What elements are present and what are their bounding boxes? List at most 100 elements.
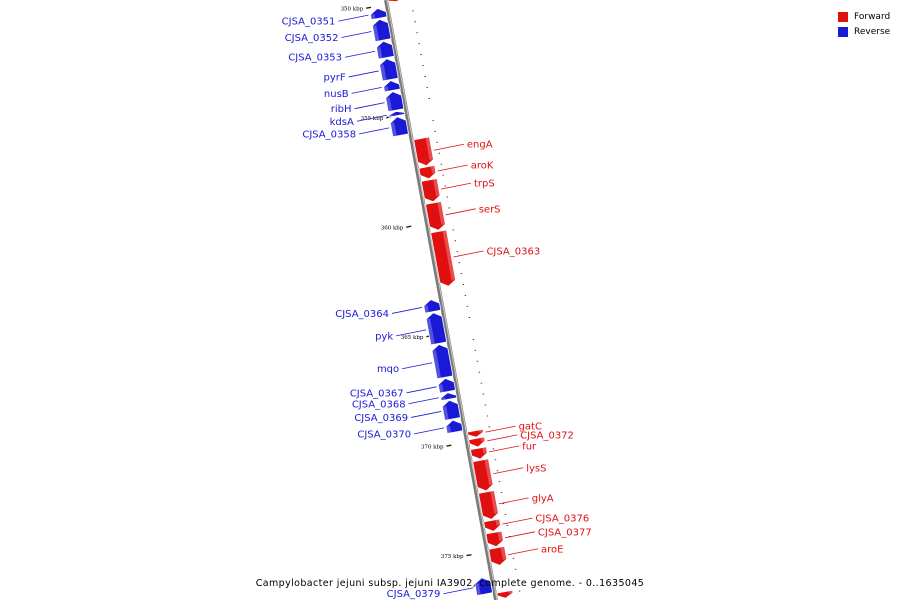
gene-shade	[440, 397, 446, 401]
gene-label-pyk[interactable]: pyk	[375, 331, 393, 342]
gene-arrow-partial-30[interactable]	[496, 589, 514, 599]
gene-arrow-enga[interactable]	[413, 136, 434, 167]
gene-label-arok[interactable]: aroK	[471, 161, 494, 172]
forward-swatch	[838, 11, 848, 22]
gene-label-cjsa-0368[interactable]: CJSA_0368	[352, 399, 406, 410]
gene-arrow-mqo[interactable]	[431, 344, 454, 380]
gene-arrow-pyrf[interactable]	[379, 58, 399, 82]
gene-shade	[490, 490, 499, 514]
gene-label-lyss[interactable]: lysS	[526, 463, 546, 474]
gene-label-ribh[interactable]: ribH	[331, 104, 352, 115]
gene-label-sers[interactable]: serS	[479, 204, 501, 215]
gene-arrow-fur[interactable]	[470, 446, 488, 460]
gene-shade	[438, 384, 444, 393]
gene-label-trps[interactable]: trpS	[474, 179, 495, 190]
gene-arrow-kdsa[interactable]	[388, 110, 406, 118]
label-leader	[433, 143, 464, 151]
gene-arrow-arok[interactable]	[418, 164, 437, 180]
gene-label-cjsa-0353[interactable]: CJSA_0353	[288, 53, 342, 64]
label-leader	[493, 467, 524, 475]
gene-arrow-cjsa-0370[interactable]	[445, 419, 464, 434]
gene-arrow-aroe[interactable]	[488, 545, 508, 566]
gene-label-cjsa-0369[interactable]: CJSA_0369	[354, 413, 408, 424]
gene-label-cjsa-0370[interactable]: CJSA_0370	[357, 429, 411, 440]
gene-label-cjsa-0379[interactable]: CJSA_0379	[387, 589, 441, 600]
genome-backbone	[384, 0, 498, 600]
gene-arrow-cjsa-0353[interactable]	[375, 40, 395, 60]
gene-label-cjsa-0376[interactable]: CJSA_0376	[535, 514, 589, 525]
gene-shade	[497, 531, 504, 542]
gene-arrow-trps[interactable]	[420, 178, 441, 203]
axis-ticks: 350 kbp 355 kbp 360 kbp 365 kbp 370 kbp 375 k…	[341, 6, 521, 592]
gene-arrow-cjsa-0379[interactable]	[474, 577, 494, 597]
gene-label-aroe[interactable]: aroE	[541, 544, 563, 555]
gene-shade	[433, 178, 441, 197]
gene-label-cjsa-0364[interactable]: CJSA_0364	[335, 309, 389, 320]
gene-arrow-partial-0[interactable]	[387, 0, 404, 2]
gene-arrow-ribh[interactable]	[385, 91, 405, 113]
gene-shade	[445, 425, 452, 434]
gene-shade	[432, 350, 442, 379]
axis-tick	[406, 225, 412, 228]
label-leader	[507, 548, 539, 556]
gene-shade	[423, 305, 429, 314]
gene-arrow-cjsa-0376[interactable]	[483, 518, 502, 532]
gene-label-fur[interactable]: fur	[522, 441, 537, 452]
label-leader	[359, 127, 390, 135]
label-leader	[338, 14, 369, 22]
gene-arrow-cjsa-0377[interactable]	[485, 530, 504, 548]
gene-label-cjsa-0351[interactable]: CJSA_0351	[282, 17, 336, 28]
axis-tick	[366, 6, 372, 9]
gene-arrow-sers[interactable]	[425, 201, 446, 231]
gene-label-mqo[interactable]: mqo	[377, 364, 399, 375]
label-leader	[445, 208, 476, 216]
gene-arrow-cjsa-0363[interactable]	[430, 229, 457, 287]
gene-label-cjsa-0367[interactable]: CJSA_0367	[350, 388, 404, 399]
gene-shade	[430, 165, 436, 174]
reverse-swatch	[838, 26, 848, 37]
gene-label-pyrf[interactable]: pyrF	[324, 72, 346, 83]
label-leader	[411, 411, 442, 418]
gene-label-kdsa[interactable]: kdsA	[330, 117, 354, 128]
gene-arrow-cjsa-0351[interactable]	[369, 7, 388, 21]
gene-arrow-lyss[interactable]	[472, 458, 494, 492]
genome-caption: Campylobacter jejuni subsp. jejuni IA390…	[255, 578, 645, 589]
gene-arrow-cjsa-0352[interactable]	[371, 18, 392, 43]
gene-label-glya[interactable]: glyA	[532, 493, 554, 504]
gene-arrow-cjsa-0358[interactable]	[389, 116, 409, 138]
gene-shade	[390, 122, 397, 137]
gene-features	[369, 0, 514, 599]
gene-arrow-cjsa-0367[interactable]	[437, 377, 456, 394]
gene-label-nusb[interactable]: nusB	[324, 89, 349, 100]
label-leader	[344, 50, 376, 58]
gene-arrow-pyk[interactable]	[425, 312, 448, 346]
gene-label-cjsa-0352[interactable]: CJSA_0352	[285, 33, 339, 44]
gene-label-cjsa-0358[interactable]: CJSA_0358	[302, 129, 356, 140]
gene-arrow-cjsa-0368[interactable]	[440, 392, 458, 402]
gene-shade	[484, 458, 494, 486]
tick-label: 355 kbp	[361, 116, 384, 122]
gene-label-cjsa-0363[interactable]: CJSA_0363	[486, 246, 540, 257]
gene-shade	[425, 136, 434, 161]
label-leader	[440, 182, 472, 190]
gene-shade	[376, 46, 383, 60]
gene-label-cjsa-0372[interactable]: CJSA_0372	[520, 430, 574, 441]
gene-label-gatc[interactable]: gatC	[519, 422, 542, 433]
gene-arrow-glya[interactable]	[478, 490, 499, 520]
legend-label-reverse: Reverse	[854, 26, 891, 37]
gene-label-enga[interactable]: engA	[467, 140, 493, 151]
label-leader	[443, 587, 474, 595]
gene-arrow-cjsa-0369[interactable]	[441, 399, 461, 421]
gene-arrow-cjsa-0364[interactable]	[423, 299, 442, 314]
label-leader	[437, 164, 468, 172]
legend-item-forward: Forward	[838, 9, 890, 24]
backbone-highlight	[386, 0, 498, 600]
gene-shade	[482, 446, 488, 454]
tick-label: 370 kbp	[421, 445, 444, 451]
gene-arrow-cjsa-0372[interactable]	[468, 436, 486, 448]
gene-arrow-nusb[interactable]	[383, 80, 401, 93]
gene-label-cjsa-0377[interactable]: CJSA_0377	[538, 527, 592, 538]
label-leader	[354, 102, 385, 110]
label-leader	[408, 397, 439, 405]
gene-arrow-gatc[interactable]	[466, 428, 484, 438]
